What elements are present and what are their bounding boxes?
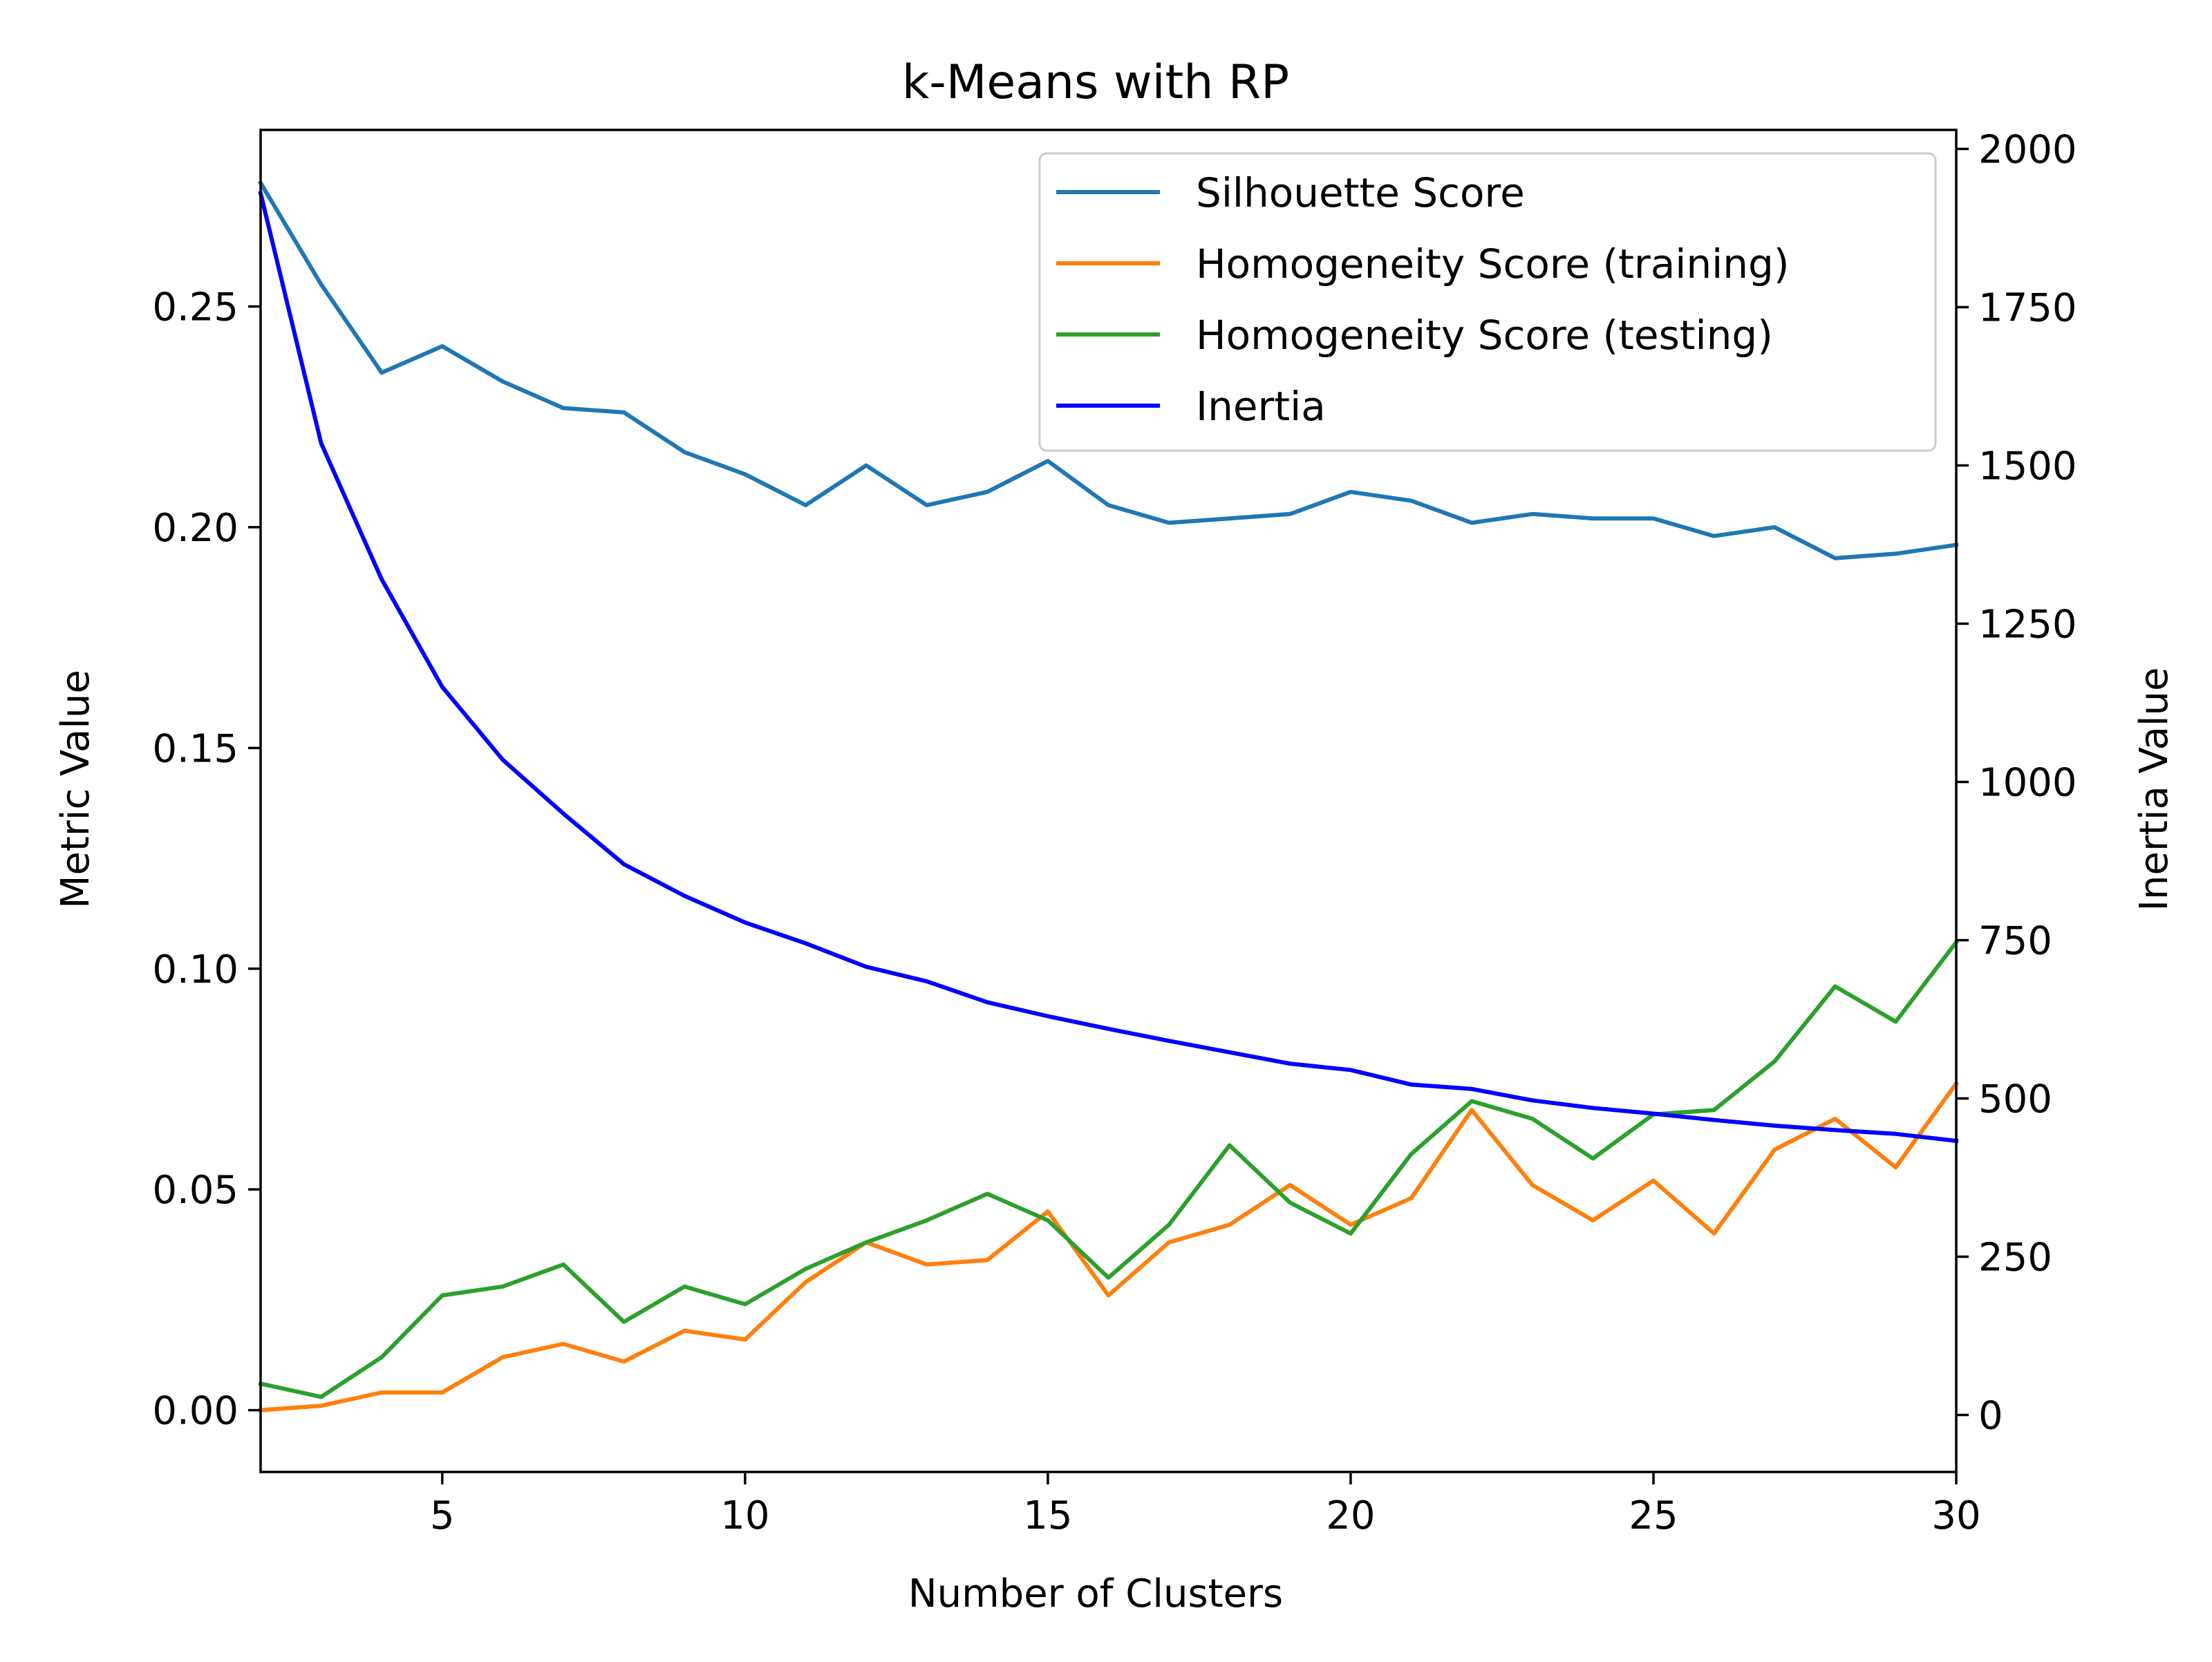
y2-tick-label: 0 [1978, 1394, 2003, 1439]
y2-tick-label: 500 [1978, 1077, 2052, 1122]
legend-box [1038, 152, 1937, 452]
x-tick-label: 25 [1629, 1493, 1678, 1538]
legend-label-4: Inertia [1196, 383, 1326, 430]
series-line-4 [258, 190, 1959, 1144]
y2-tick-label: 2000 [1978, 127, 2077, 172]
y-tick-label: 0.05 [152, 1168, 238, 1213]
y2-tick-label: 750 [1978, 919, 2052, 964]
y2-tick-label: 1000 [1978, 761, 2077, 806]
y-tick-label: 0.00 [152, 1389, 238, 1434]
series-layer [257, 180, 1960, 1413]
x-tick-label: 5 [430, 1493, 455, 1538]
chart-title: k-Means with RP [902, 55, 1289, 110]
y-axis-label: Metric Value [53, 670, 98, 909]
x-tick-label: 10 [720, 1493, 769, 1538]
x-tick-label: 30 [1931, 1493, 1980, 1538]
x-tick-label: 20 [1326, 1493, 1375, 1538]
series-line-3 [258, 939, 1960, 1399]
series-line-2 [258, 1080, 1960, 1413]
legend: Silhouette Score Homogeneity Score (train… [1038, 152, 1937, 452]
y-tick-label: 0.25 [152, 285, 238, 330]
legend-label-2: Homogeneity Score (training) [1196, 240, 1789, 287]
y2-tick-label: 1250 [1978, 603, 2077, 648]
plot-frame [259, 129, 1958, 1473]
y2-axis-label: Inertia Value [2132, 668, 2177, 912]
legend-label-3: Homogeneity Score (testing) [1196, 312, 1773, 359]
legend-label-1: Silhouette Score [1196, 169, 1525, 216]
x-axis-label: Number of Clusters [908, 1571, 1283, 1616]
series-line-1 [257, 180, 1959, 560]
y2-tick-label: 1500 [1978, 444, 2077, 489]
y-tick-label: 0.15 [152, 726, 238, 771]
axes-layer: 5 10 15 20 25 30 0.00 0.05 0.10 0.15 0.20 0.25 0 250 5… [152, 127, 2077, 1538]
y-tick-label: 0.20 [152, 506, 238, 551]
y2-tick-label: 250 [1978, 1236, 2052, 1281]
y-tick-label: 0.10 [152, 947, 238, 992]
x-tick-label: 15 [1023, 1493, 1072, 1538]
y2-tick-label: 1750 [1978, 285, 2077, 330]
